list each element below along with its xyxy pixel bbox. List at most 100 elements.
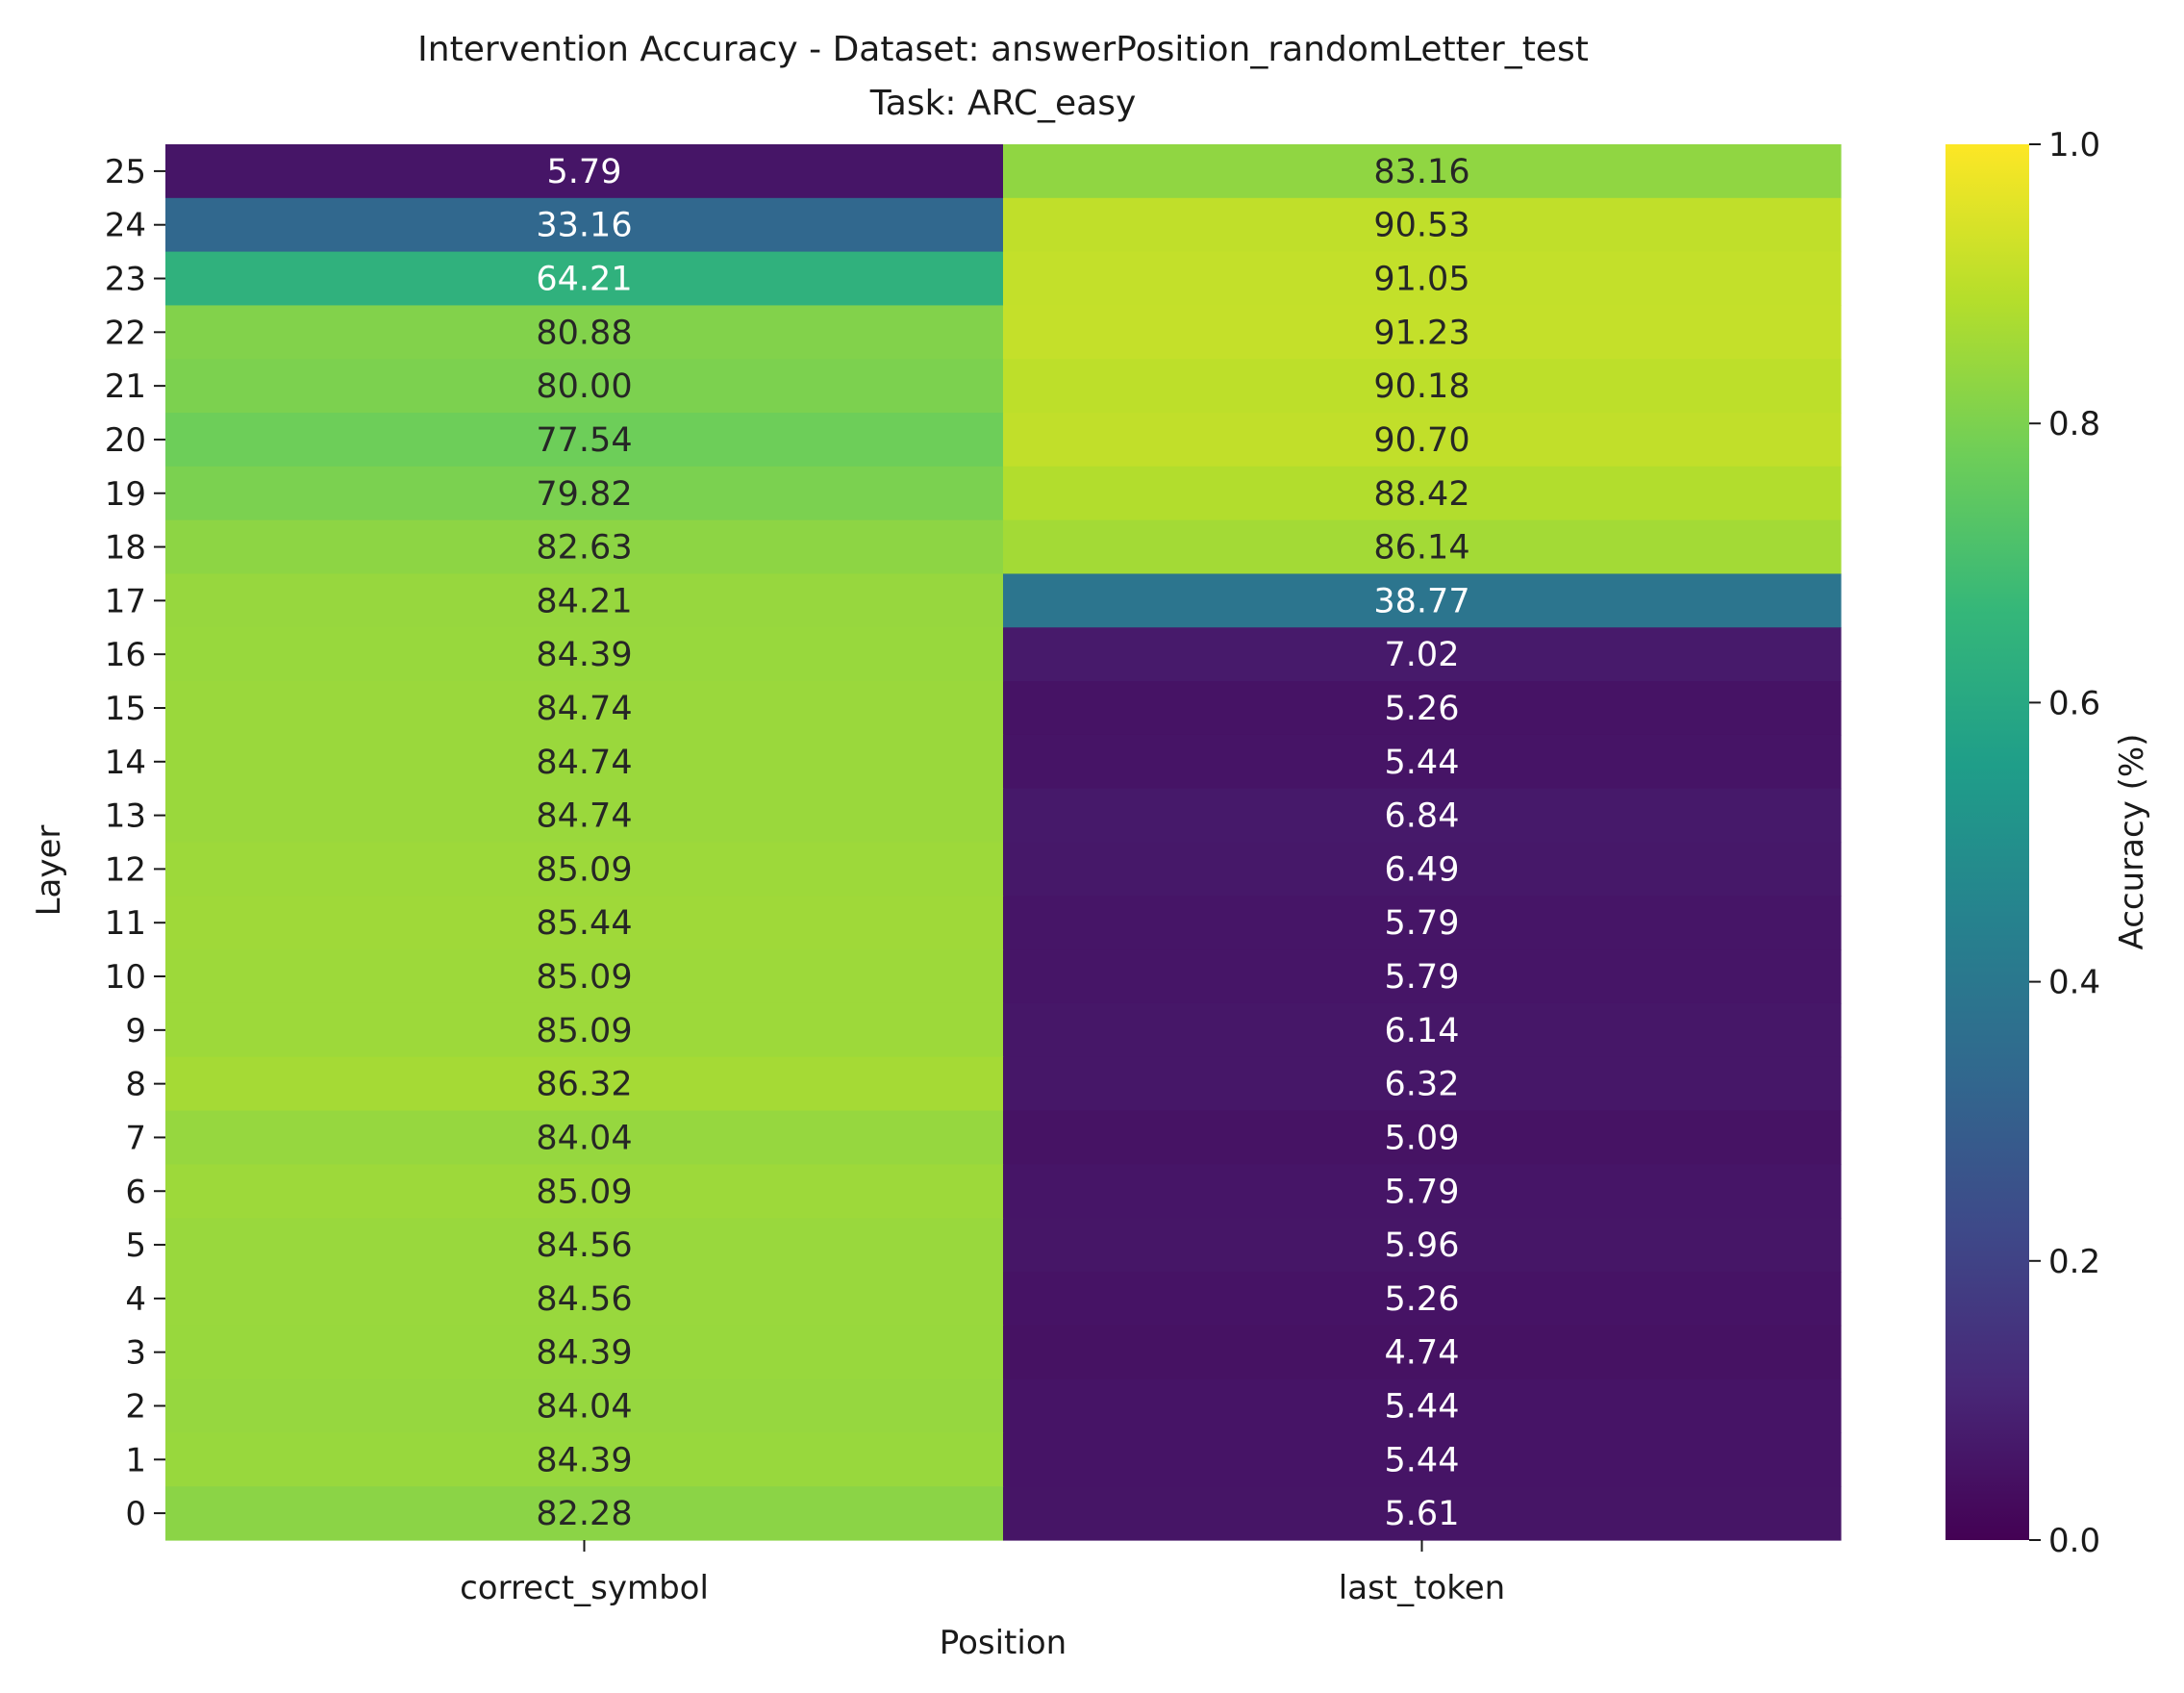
heatmap-cell (165, 1164, 1004, 1219)
y-tick-label: 24 (105, 207, 146, 245)
heatmap-cell (165, 144, 1004, 199)
heatmap-cell (1003, 144, 1842, 199)
y-tick-label: 1 (125, 1441, 146, 1479)
y-tick-label: 17 (105, 582, 146, 620)
y-tick-label: 14 (105, 744, 146, 782)
heatmap-cell (1003, 788, 1842, 844)
cell-value-label: 77.54 (536, 421, 632, 460)
x-axis-label: Position (940, 1624, 1067, 1662)
x-axis: correct_symbol last_token (460, 1540, 1505, 1607)
heatmap-cell (1003, 949, 1842, 1004)
heatmap-cell (165, 1110, 1004, 1165)
heatmap-cell (165, 1378, 1004, 1433)
heatmap-cell (165, 359, 1004, 414)
heatmap-cell (165, 519, 1004, 575)
y-tick-label: 19 (105, 475, 146, 514)
heatmap-cell (1003, 519, 1842, 575)
y-tick-label: 21 (105, 367, 146, 406)
cell-value-label: 5.44 (1385, 1441, 1460, 1479)
heatmap-cell (165, 681, 1004, 736)
cell-value-label: 90.53 (1373, 207, 1469, 245)
cell-value-label: 91.05 (1373, 261, 1469, 299)
cell-value-label: 84.04 (536, 1119, 632, 1157)
y-tick-label: 6 (125, 1173, 146, 1211)
chart-subtitle: Task: ARC_easy (869, 84, 1137, 123)
heatmap-cell (1003, 1432, 1842, 1487)
heatmap-cell (1003, 1486, 1842, 1541)
cell-value-label: 85.44 (536, 904, 632, 943)
cell-value-label: 82.28 (536, 1495, 632, 1533)
y-tick-label: 0 (125, 1495, 146, 1533)
cell-value-label: 84.39 (536, 1334, 632, 1373)
y-tick-label: 5 (125, 1226, 146, 1265)
heatmap-cell (1003, 1056, 1842, 1112)
y-tick-label: 25 (105, 153, 146, 191)
chart-title: Intervention Accuracy - Dataset: answerP… (417, 30, 1589, 69)
cell-value-label: 85.09 (536, 1173, 632, 1211)
heatmap-cell (165, 1271, 1004, 1327)
cell-value-labels: 5.79 83.16 33.16 90.53 64.21 91.05 80.88 91.23 8… (536, 153, 1469, 1533)
heatmap-cell (1003, 734, 1842, 790)
cell-value-label: 84.04 (536, 1387, 632, 1426)
cell-value-label: 85.09 (536, 958, 632, 997)
cell-value-label: 85.09 (536, 850, 632, 889)
cell-value-label: 5.44 (1385, 1387, 1460, 1426)
cell-value-label: 5.44 (1385, 744, 1460, 782)
heatmap-cell (165, 413, 1004, 467)
y-tick-label: 11 (105, 904, 146, 943)
cell-value-label: 83.16 (1373, 153, 1469, 191)
heatmap-cell (165, 1486, 1004, 1541)
heatmap-cell (165, 251, 1004, 307)
colorbar-label: Accuracy (%) (2113, 734, 2151, 950)
y-tick-label: 9 (125, 1012, 146, 1050)
cell-value-label: 4.74 (1385, 1334, 1460, 1373)
heatmap-cell (1003, 197, 1842, 253)
cell-value-label: 82.63 (536, 529, 632, 568)
y-tick-label: 23 (105, 261, 146, 299)
colorbar-tick-label: 0.2 (2048, 1243, 2100, 1281)
cell-value-label: 85.09 (536, 1012, 632, 1050)
heatmap-cell (1003, 413, 1842, 467)
y-tick-label: 15 (105, 690, 146, 728)
heatmap-cell (1003, 573, 1842, 628)
y-tick-label: 22 (105, 314, 146, 352)
heatmap-cell (165, 788, 1004, 844)
y-tick-label: 4 (125, 1280, 146, 1319)
cell-value-label: 86.32 (536, 1066, 632, 1104)
heatmap-cell (165, 896, 1004, 950)
cell-value-label: 84.56 (536, 1226, 632, 1265)
y-axis: 2524232221201918171615141312111098765432… (105, 153, 165, 1533)
heatmap-cell (1003, 1110, 1842, 1165)
cell-value-label: 80.00 (536, 367, 632, 406)
heatmap-cell (165, 197, 1004, 253)
y-axis-label: Layer (30, 825, 68, 917)
y-tick-label: 10 (105, 958, 146, 997)
heatmap-cell (1003, 1002, 1842, 1058)
cell-value-label: 5.96 (1385, 1226, 1460, 1265)
y-tick-label: 3 (125, 1334, 146, 1373)
cell-value-label: 84.21 (536, 582, 632, 620)
cell-value-label: 5.61 (1385, 1495, 1460, 1533)
cell-value-label: 91.23 (1373, 314, 1469, 352)
heatmap-cells (165, 144, 1842, 1541)
heatmap-cell (1003, 359, 1842, 414)
heatmap-cell (1003, 896, 1842, 950)
cell-value-label: 64.21 (536, 261, 632, 299)
heatmap-cell (1003, 466, 1842, 521)
heatmap-cell (165, 842, 1004, 897)
cell-value-label: 38.77 (1373, 582, 1469, 620)
cell-value-label: 79.82 (536, 475, 632, 514)
cell-value-label: 5.79 (547, 153, 622, 191)
cell-value-label: 84.74 (536, 797, 632, 836)
heatmap-cell (165, 627, 1004, 682)
cell-value-label: 5.79 (1385, 958, 1460, 997)
cell-value-label: 84.56 (536, 1280, 632, 1319)
colorbar-tick-label: 0.4 (2048, 964, 2100, 1002)
cell-value-label: 5.79 (1385, 904, 1460, 943)
heatmap-cell (1003, 842, 1842, 897)
colorbar-ticks: 0.0 0.2 0.4 0.6 0.8 1.0 (2029, 126, 2100, 1560)
heatmap-cell (165, 1056, 1004, 1112)
cell-value-label: 84.74 (536, 690, 632, 728)
colorbar-tick-label: 0.0 (2048, 1522, 2100, 1560)
